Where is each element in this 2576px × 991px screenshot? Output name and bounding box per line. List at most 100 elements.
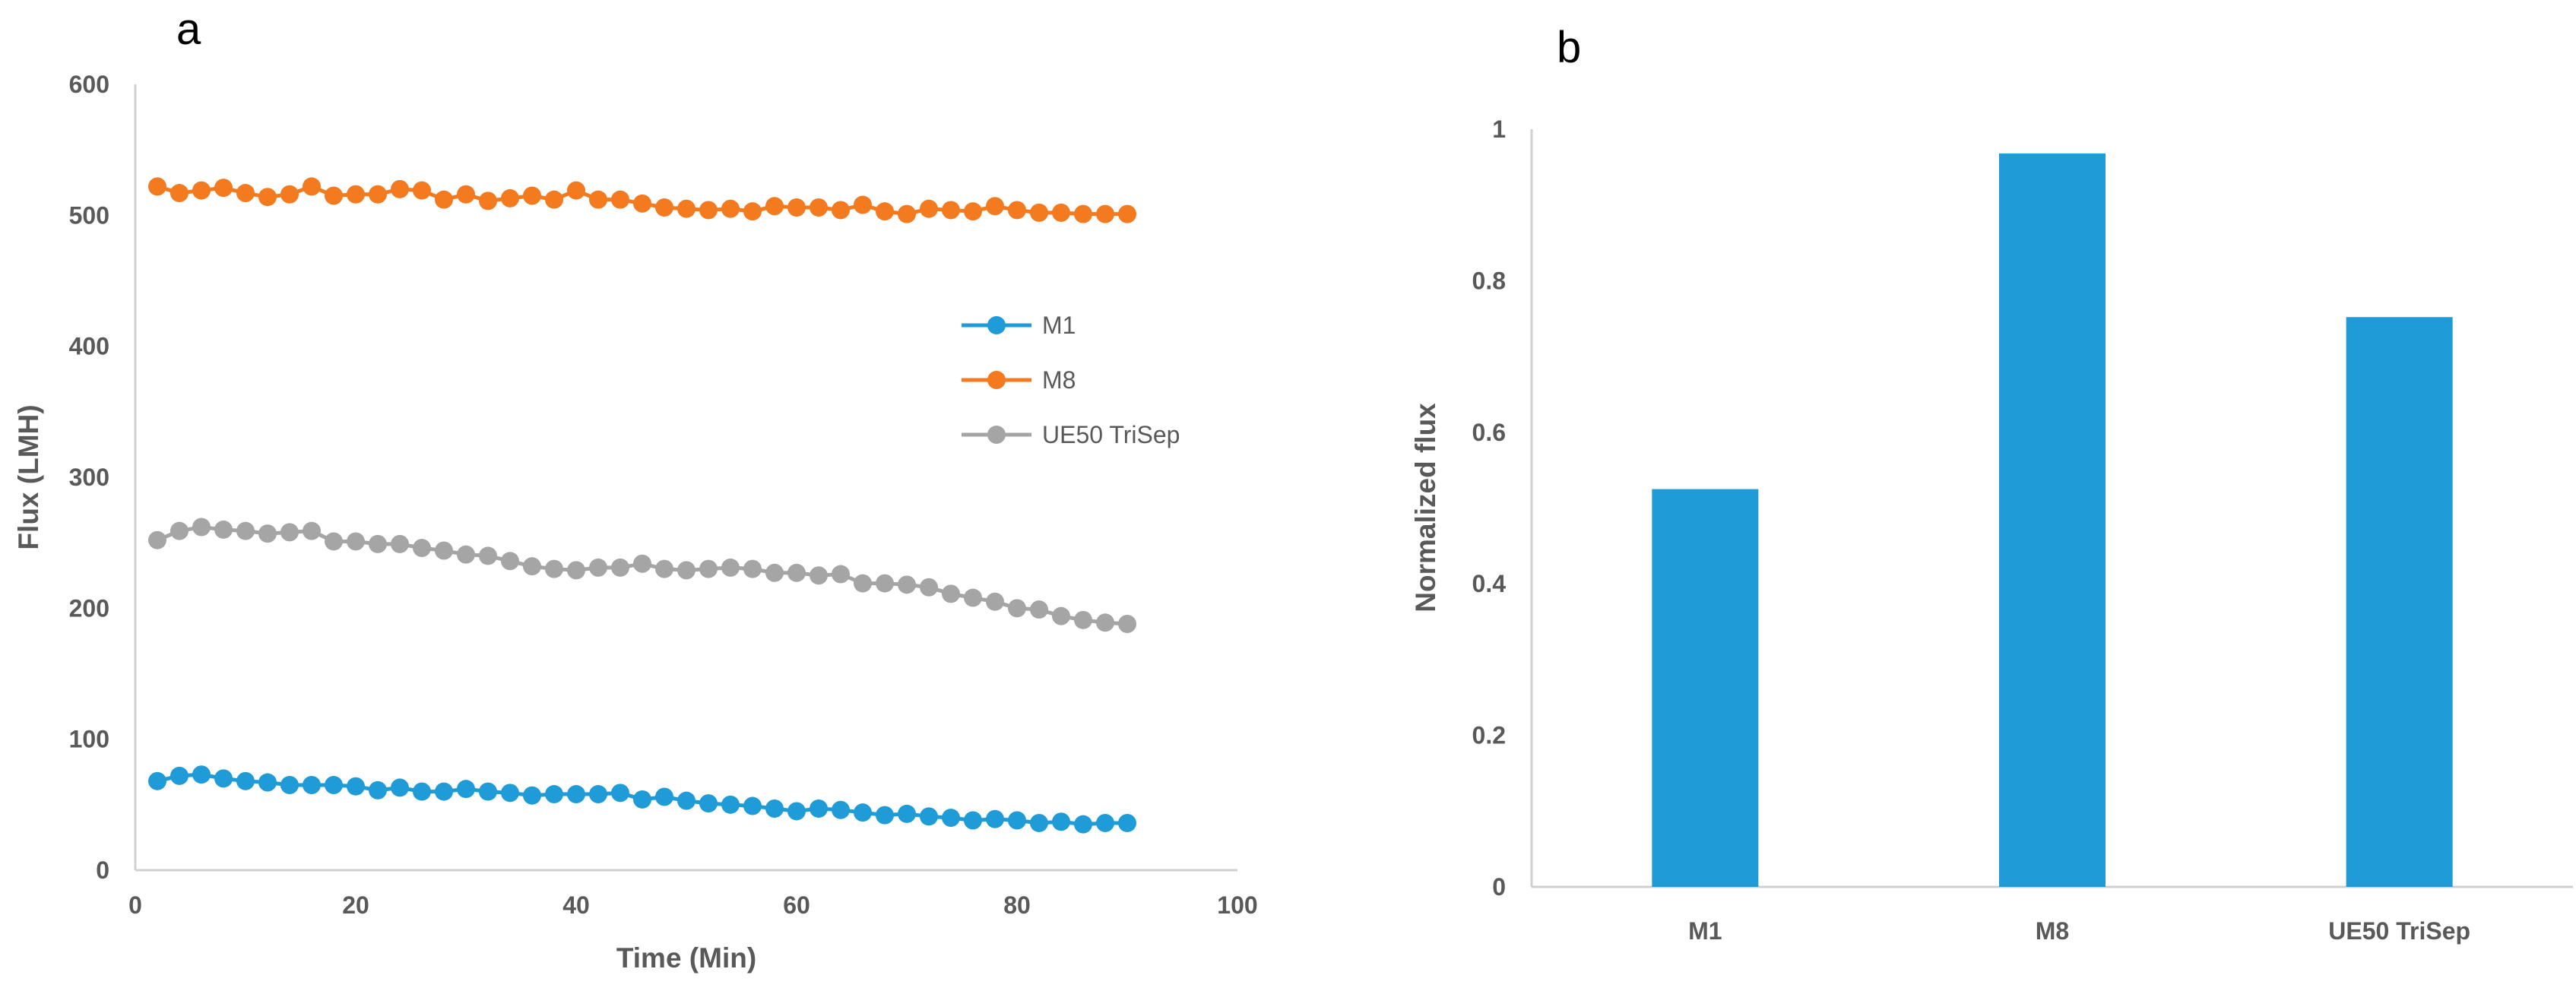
- data-point: [347, 532, 365, 551]
- data-point: [148, 771, 166, 790]
- data-point: [523, 786, 541, 805]
- data-point: [854, 574, 872, 593]
- data-point: [699, 201, 718, 220]
- data-point: [214, 520, 233, 539]
- data-point: [479, 546, 497, 565]
- data-point: [743, 796, 762, 815]
- data-point: [876, 202, 894, 221]
- x-tick-label: M1: [1688, 917, 1722, 945]
- data-point: [523, 557, 541, 576]
- y-tick-label: 0.8: [1472, 267, 1506, 294]
- legend-entry: M8: [962, 366, 1076, 394]
- data-point: [898, 575, 916, 594]
- legend-label: M8: [1042, 366, 1076, 394]
- data-point: [721, 795, 740, 814]
- data-point: [1074, 815, 1092, 834]
- data-point: [721, 558, 740, 577]
- data-point: [832, 800, 850, 819]
- data-point: [148, 177, 166, 196]
- data-point: [391, 778, 409, 797]
- data-point: [325, 775, 343, 794]
- data-point: [413, 782, 431, 801]
- data-point: [325, 532, 343, 551]
- data-point: [303, 521, 321, 540]
- bar-chart-panel: b 0 0.2 0.4 0.6 0.8 1 M1 M8 UE50 TriSep Normali…: [1410, 23, 2573, 945]
- data-point: [391, 179, 409, 198]
- data-point: [898, 804, 916, 823]
- data-point: [303, 775, 321, 794]
- data-point: [611, 190, 629, 209]
- data-point: [1118, 204, 1136, 223]
- y-tick-label: 400: [69, 333, 109, 360]
- data-point: [214, 769, 233, 788]
- data-point: [545, 559, 563, 578]
- data-point: [589, 190, 607, 209]
- data-point: [677, 199, 695, 218]
- bars-group: [1652, 153, 2453, 888]
- x-tick-labels: 0 20 40 60 80 100: [128, 891, 1258, 919]
- data-point: [1096, 813, 1114, 832]
- legend-label: M1: [1042, 312, 1076, 339]
- data-point: [854, 803, 872, 822]
- data-point: [942, 809, 960, 828]
- line-chart-panel: a 0 100 200 300 400 500 600 0 20 40 60 80 100 Time …: [13, 5, 1258, 974]
- data-point: [567, 181, 585, 200]
- data-point: [986, 592, 1004, 611]
- x-tick-label: 20: [342, 891, 369, 919]
- data-point: [501, 552, 519, 571]
- data-point: [567, 785, 585, 804]
- data-point: [611, 558, 629, 577]
- data-point: [1096, 613, 1114, 632]
- data-point: [258, 188, 277, 207]
- y-tick-label: 0.2: [1472, 722, 1506, 749]
- y-tick-label: 600: [69, 71, 109, 98]
- y-tick-label: 0: [96, 856, 109, 884]
- data-point: [501, 188, 519, 207]
- data-point: [236, 184, 255, 203]
- data-point: [347, 777, 365, 796]
- data-point: [810, 799, 828, 818]
- y-tick-label: 1: [1492, 116, 1506, 143]
- data-point: [435, 190, 453, 209]
- data-point: [699, 794, 718, 813]
- data-point: [1030, 813, 1048, 832]
- y-tick-label: 300: [69, 464, 109, 491]
- x-tick-label: 80: [1003, 891, 1031, 919]
- data-point: [876, 574, 894, 593]
- bar-ue50-trisep: [2346, 317, 2453, 888]
- bar-m1: [1652, 489, 1759, 887]
- data-point: [280, 775, 299, 794]
- data-point: [677, 791, 695, 810]
- panel-label-b: b: [1557, 23, 1581, 72]
- data-point: [258, 524, 277, 543]
- data-point: [699, 559, 718, 578]
- data-point: [1008, 811, 1026, 830]
- data-point: [832, 201, 850, 220]
- x-tick-label: 0: [128, 891, 142, 919]
- legend: M1 M8 UE50 TriSep: [962, 312, 1180, 448]
- data-point: [369, 780, 387, 799]
- data-point: [545, 190, 563, 209]
- data-point: [369, 534, 387, 553]
- data-point: [1008, 599, 1026, 618]
- data-point: [457, 780, 475, 799]
- data-point: [413, 539, 431, 558]
- data-point: [920, 807, 938, 826]
- data-point: [192, 181, 211, 200]
- data-point: [1052, 606, 1070, 625]
- data-point: [743, 202, 762, 221]
- data-point: [633, 194, 651, 213]
- data-point: [765, 197, 784, 216]
- data-point: [523, 186, 541, 205]
- series-group: [148, 177, 1136, 834]
- y-tick-label: 0.4: [1472, 570, 1507, 597]
- data-point: [765, 799, 784, 818]
- data-point: [192, 518, 211, 537]
- y-tick-label: 500: [69, 201, 109, 229]
- data-point: [986, 809, 1004, 828]
- legend-swatch-marker: [987, 426, 1006, 444]
- data-point: [655, 787, 673, 806]
- series-line: [157, 524, 1128, 626]
- y-tick-label: 100: [69, 726, 109, 753]
- data-point: [633, 790, 651, 809]
